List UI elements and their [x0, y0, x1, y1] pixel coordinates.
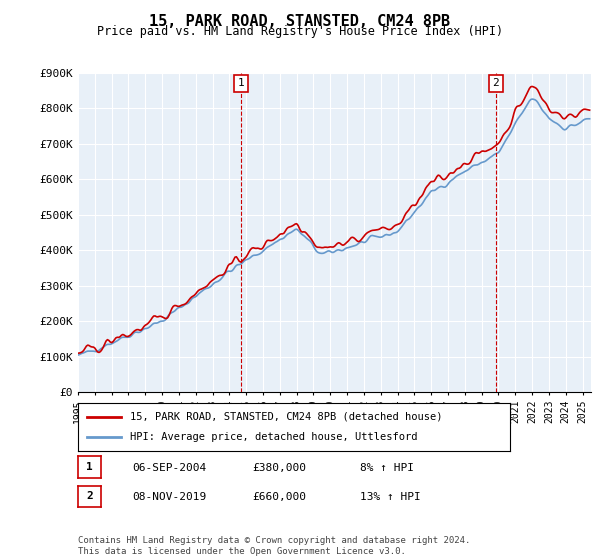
Text: 06-SEP-2004: 06-SEP-2004: [132, 463, 206, 473]
Text: £380,000: £380,000: [252, 463, 306, 473]
Text: 15, PARK ROAD, STANSTED, CM24 8PB: 15, PARK ROAD, STANSTED, CM24 8PB: [149, 14, 451, 29]
Text: 2: 2: [86, 491, 93, 501]
Text: 8% ↑ HPI: 8% ↑ HPI: [360, 463, 414, 473]
Text: 2: 2: [493, 78, 499, 88]
Text: 1: 1: [238, 78, 244, 88]
Text: Price paid vs. HM Land Registry's House Price Index (HPI): Price paid vs. HM Land Registry's House …: [97, 25, 503, 38]
Text: Contains HM Land Registry data © Crown copyright and database right 2024.
This d: Contains HM Land Registry data © Crown c…: [78, 536, 470, 556]
Text: 1: 1: [86, 462, 93, 472]
Text: £660,000: £660,000: [252, 492, 306, 502]
Text: HPI: Average price, detached house, Uttlesford: HPI: Average price, detached house, Uttl…: [130, 432, 418, 442]
Text: 15, PARK ROAD, STANSTED, CM24 8PB (detached house): 15, PARK ROAD, STANSTED, CM24 8PB (detac…: [130, 412, 442, 422]
Text: 13% ↑ HPI: 13% ↑ HPI: [360, 492, 421, 502]
Text: 08-NOV-2019: 08-NOV-2019: [132, 492, 206, 502]
